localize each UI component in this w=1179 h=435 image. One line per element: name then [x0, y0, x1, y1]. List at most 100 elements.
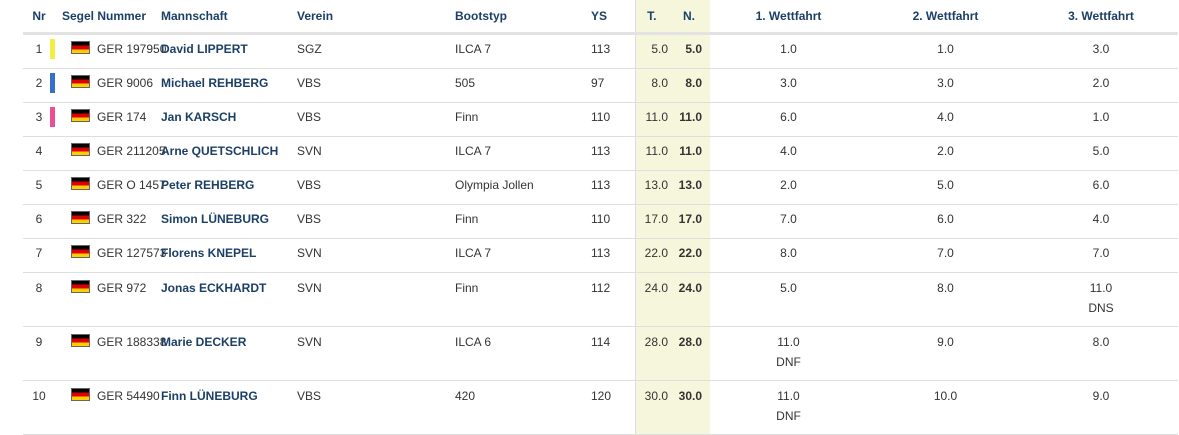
crew-name[interactable]: Simon LÜNEBURG: [161, 204, 297, 239]
crew-name[interactable]: Jan KARSCH: [161, 102, 297, 137]
crew-name[interactable]: Jonas ECKHARDT: [161, 272, 297, 327]
total-points: 13.0: [634, 170, 668, 205]
col-bootstyp[interactable]: Bootstyp: [455, 0, 591, 35]
race-score: 9.0: [937, 335, 954, 349]
crew-name[interactable]: Michael REHBERG: [161, 68, 297, 103]
sail-number: GER 174: [55, 102, 161, 137]
col-race-2[interactable]: 2. Wettfahrt: [867, 0, 1024, 35]
yardstick: 110: [591, 204, 635, 239]
net-points: 28.0: [668, 326, 710, 381]
total-points: 5.0: [634, 33, 668, 69]
boat-type: 420: [455, 380, 591, 435]
net-points: 13.0: [668, 170, 710, 205]
rank: 7: [23, 238, 55, 273]
col-mannschaft[interactable]: Mannschaft: [161, 0, 297, 35]
germany-flag-icon: [71, 75, 90, 88]
yardstick: 113: [591, 170, 635, 205]
race-score: 6.0: [937, 212, 954, 226]
race-2-cell: 8.0: [867, 272, 1024, 327]
race-score: 8.0: [780, 246, 797, 260]
col-net[interactable]: N.: [668, 0, 710, 35]
col-ys[interactable]: YS: [591, 0, 635, 35]
sail-number: GER 188338: [55, 326, 166, 381]
total-points: 28.0: [634, 326, 668, 381]
rank: 4: [23, 136, 55, 171]
total-points: 24.0: [634, 272, 668, 327]
rank: 10: [23, 380, 55, 435]
col-race-1[interactable]: 1. Wettfahrt: [710, 0, 867, 35]
race-code: DNF: [776, 355, 801, 369]
crew-name[interactable]: Finn LÜNEBURG: [161, 380, 297, 435]
total-points: 11.0: [634, 136, 668, 171]
col-nr[interactable]: Nr: [23, 0, 55, 35]
net-points: 22.0: [668, 238, 710, 273]
crew-name[interactable]: Marie DECKER: [161, 326, 297, 381]
race-score: 7.0: [1092, 246, 1110, 260]
race-score: 1.0: [937, 42, 954, 56]
race-score: 5.0: [937, 178, 954, 192]
club: SVN: [297, 238, 455, 273]
race-2-cell: 4.0: [867, 102, 1024, 137]
yardstick: 114: [591, 326, 635, 381]
yardstick: 112: [591, 272, 635, 327]
germany-flag-icon: [71, 109, 90, 122]
race-score: 6.0: [1092, 178, 1110, 192]
crew-name[interactable]: Florens KNEPEL: [161, 238, 297, 273]
boat-type: ILCA 7: [455, 136, 591, 171]
crew-name[interactable]: David LIPPERT: [161, 33, 297, 69]
race-score: 4.0: [780, 144, 797, 158]
header-row: Nr Segel Nummer Mannschaft Verein Bootst…: [23, 0, 1178, 35]
race-1-cell: 3.0: [710, 68, 867, 103]
sail-number: GER O 1457: [55, 170, 166, 205]
crew-name[interactable]: Arne QUETSCHLICH: [161, 136, 297, 171]
race-1-cell: 8.0: [710, 238, 867, 273]
crew-name[interactable]: Peter REHBERG: [161, 170, 297, 205]
col-total[interactable]: T.: [634, 0, 668, 35]
col-segel-nummer[interactable]: Segel Nummer: [55, 0, 161, 35]
table-row: 3 GER 174 Jan KARSCH VBS Finn 110 11.0 1…: [23, 102, 1178, 137]
sail-number: GER 322: [55, 204, 161, 239]
col-race-3[interactable]: 3. Wettfahrt: [1024, 0, 1178, 35]
boat-type: ILCA 7: [455, 33, 591, 69]
table-row: 8 GER 972 Jonas ECKHARDT SVN Finn 112 24…: [23, 272, 1178, 327]
race-3-cell: 7.0: [1024, 238, 1178, 273]
race-2-cell: 7.0: [867, 238, 1024, 273]
table-row: 9 GER 188338 Marie DECKER SVN ILCA 6 114…: [23, 326, 1178, 381]
sail-number: GER 197950: [55, 33, 166, 69]
race-3-cell: 2.0: [1024, 68, 1178, 103]
col-verein[interactable]: Verein: [297, 0, 455, 35]
germany-flag-icon: [71, 245, 90, 258]
table-row: 7 GER 127573 Florens KNEPEL SVN ILCA 7 1…: [23, 238, 1178, 273]
race-score: 4.0: [937, 110, 954, 124]
net-points: 17.0: [668, 204, 710, 239]
club: SVN: [297, 136, 455, 171]
boat-type: Finn: [455, 272, 591, 327]
boat-type: ILCA 7: [455, 238, 591, 273]
club: SVN: [297, 272, 455, 327]
medal-bar: [50, 39, 55, 59]
club: SVN: [297, 326, 455, 381]
race-1-cell: 5.0: [710, 272, 867, 327]
total-points: 11.0: [634, 102, 668, 137]
boat-type: 505: [455, 68, 591, 103]
table-row: 1 GER 197950 David LIPPERT SGZ ILCA 7 11…: [23, 33, 1178, 69]
race-2-cell: 2.0: [867, 136, 1024, 171]
rank: 2: [23, 68, 55, 103]
race-score: 8.0: [1092, 335, 1110, 349]
sail-number: GER 9006: [55, 68, 161, 103]
race-2-cell: 5.0: [867, 170, 1024, 205]
yardstick: 113: [591, 136, 635, 171]
race-code: DNF: [776, 409, 801, 423]
race-3-cell: 11.0 DNS: [1024, 272, 1178, 327]
total-points: 17.0: [634, 204, 668, 239]
race-3-cell: 8.0: [1024, 326, 1178, 381]
sail-number: GER 127573: [55, 238, 166, 273]
club: SGZ: [297, 33, 455, 69]
race-score: 1.0: [1092, 110, 1110, 124]
race-2-cell: 1.0: [867, 33, 1024, 69]
race-2-cell: 3.0: [867, 68, 1024, 103]
yardstick: 97: [591, 68, 635, 103]
race-1-cell: 6.0: [710, 102, 867, 137]
total-points: 8.0: [634, 68, 668, 103]
net-points: 5.0: [668, 33, 710, 69]
